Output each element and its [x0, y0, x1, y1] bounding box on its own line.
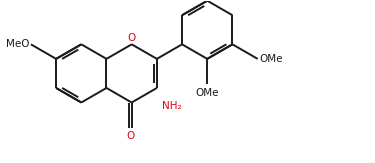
- Text: OMe: OMe: [195, 88, 219, 98]
- Text: MeO: MeO: [6, 39, 29, 49]
- Text: O: O: [128, 33, 136, 43]
- Text: NH₂: NH₂: [162, 101, 182, 111]
- Text: O: O: [126, 131, 134, 141]
- Text: OMe: OMe: [259, 54, 283, 64]
